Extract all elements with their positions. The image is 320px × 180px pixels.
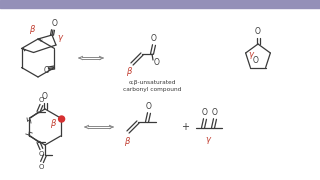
Text: γ: γ <box>249 50 253 59</box>
Text: O: O <box>39 97 44 103</box>
Text: γ: γ <box>205 135 211 144</box>
Text: O: O <box>42 92 48 101</box>
Text: β: β <box>50 118 55 127</box>
Text: O: O <box>146 102 152 111</box>
Text: α,β-unsaturated
carbonyl compound: α,β-unsaturated carbonyl compound <box>123 80 181 92</box>
Text: O: O <box>255 27 261 36</box>
Text: γ: γ <box>58 33 62 42</box>
Text: O: O <box>44 66 49 75</box>
Text: O: O <box>154 57 160 66</box>
Text: O: O <box>202 108 208 117</box>
Circle shape <box>59 116 65 122</box>
Bar <box>0 0 320 8</box>
Text: O: O <box>212 108 218 117</box>
Text: +: + <box>181 122 189 132</box>
Text: O: O <box>253 56 259 65</box>
Text: O: O <box>39 151 44 157</box>
Text: O: O <box>151 34 157 43</box>
Text: β: β <box>29 25 35 34</box>
Text: O: O <box>38 164 44 170</box>
Text: β: β <box>124 137 130 146</box>
Text: β: β <box>126 67 132 76</box>
Text: O: O <box>52 19 58 28</box>
